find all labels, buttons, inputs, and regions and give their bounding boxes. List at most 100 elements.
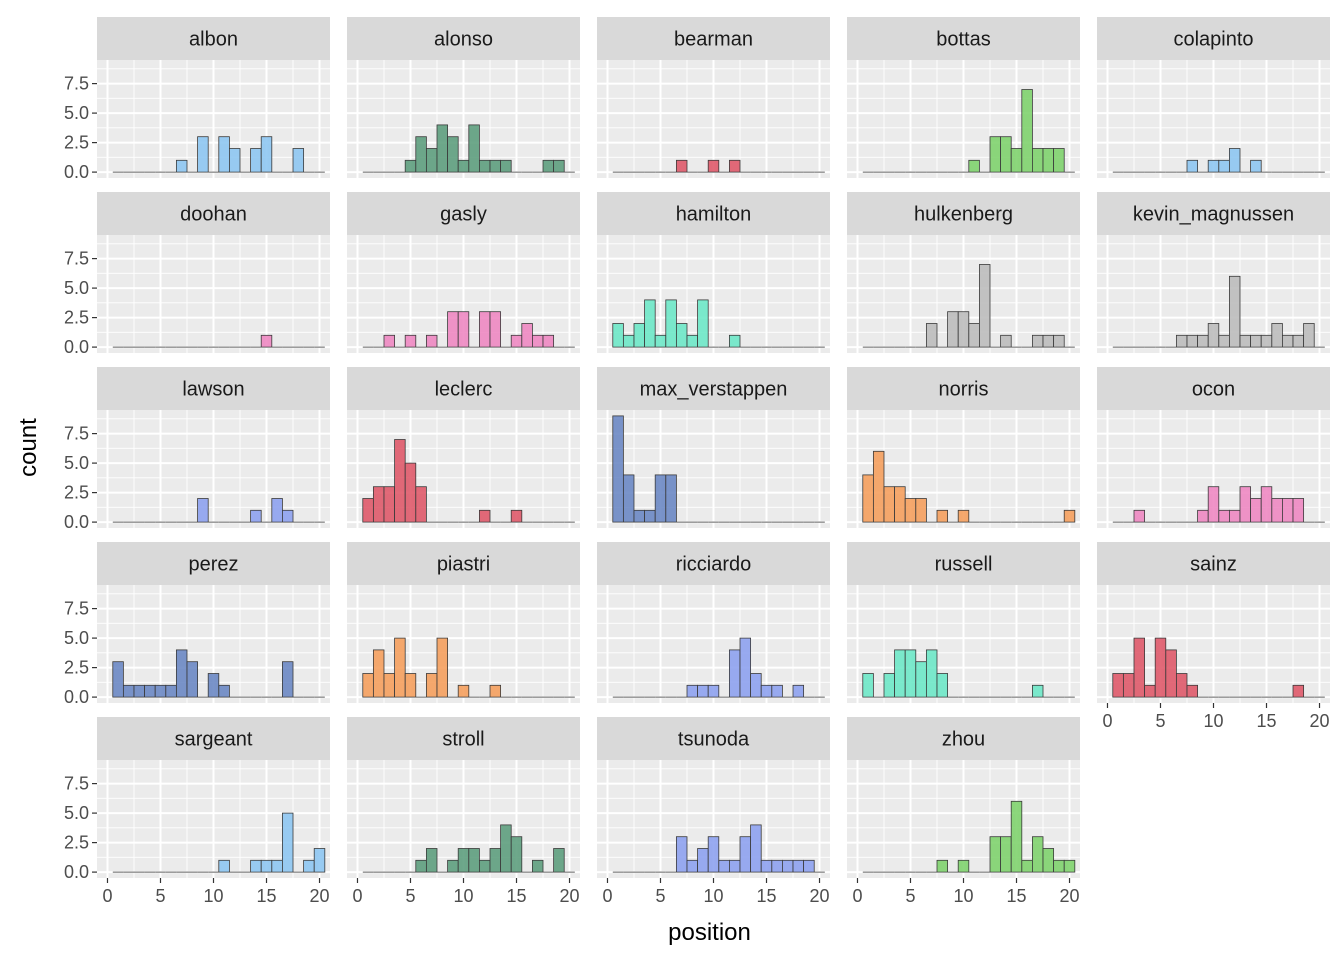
- histogram-bar: [1186, 684, 1198, 698]
- x-tick-label: 10: [703, 886, 723, 906]
- y-tick-label: 2.5: [64, 308, 89, 328]
- histogram-bar: [383, 334, 395, 348]
- strip-background: [847, 367, 1080, 410]
- histogram-bar: [622, 334, 635, 348]
- panel-hulkenberg: hulkenberg: [847, 192, 1080, 353]
- strip-label: ocon: [1192, 379, 1235, 401]
- panel-colapinto: colapinto: [1097, 17, 1330, 178]
- x-tick-label: 20: [559, 886, 579, 906]
- strip-label: zhou: [942, 729, 985, 751]
- histogram-bar: [1000, 136, 1012, 173]
- histogram-bar: [415, 136, 427, 173]
- histogram-bar: [947, 311, 959, 348]
- histogram-bar: [760, 684, 773, 698]
- panel-hamilton: hamilton: [597, 192, 830, 353]
- histogram-bar: [479, 859, 491, 873]
- histogram-bar: [1292, 498, 1305, 523]
- x-tick-label: 5: [155, 886, 165, 906]
- histogram-bar: [1063, 859, 1076, 873]
- strip-background: [347, 192, 580, 235]
- histogram-bar: [1133, 509, 1145, 523]
- panel-piastri: piastri: [347, 542, 580, 703]
- strip-label: bearman: [674, 29, 753, 51]
- strip-background: [1097, 192, 1330, 235]
- histogram-bar: [362, 498, 374, 523]
- histogram-bar: [457, 311, 470, 348]
- histogram-bar: [1229, 275, 1241, 348]
- histogram-bar: [622, 474, 635, 523]
- y-tick-label: 0.0: [64, 337, 89, 357]
- strip-label: max_verstappen: [640, 379, 788, 401]
- x-tick-label: 5: [405, 886, 415, 906]
- strip-label: leclerc: [435, 379, 493, 401]
- histogram-bar: [750, 824, 762, 873]
- histogram-bar: [665, 299, 677, 348]
- histogram-bar: [1042, 848, 1055, 873]
- histogram-bar: [1042, 148, 1055, 173]
- histogram-bar: [175, 649, 188, 698]
- strip-background: [597, 542, 830, 585]
- histogram-bar: [372, 486, 385, 523]
- histogram-bar: [644, 509, 656, 523]
- histogram-bar: [697, 684, 709, 698]
- histogram-bar: [750, 673, 762, 698]
- histogram-bar: [957, 311, 970, 348]
- strip-label: stroll: [442, 729, 484, 751]
- x-tick-label: 10: [203, 886, 223, 906]
- histogram-bar: [1010, 800, 1023, 873]
- histogram-bar: [271, 498, 283, 523]
- x-tick-label: 0: [352, 886, 362, 906]
- histogram-bar: [1175, 334, 1188, 348]
- x-tick-label: 0: [602, 886, 612, 906]
- histogram-bar: [500, 159, 512, 173]
- histogram-bar: [1218, 334, 1230, 348]
- histogram-bar: [936, 859, 948, 873]
- histogram-bar: [415, 859, 427, 873]
- histogram-bar: [457, 684, 470, 698]
- histogram-bar: [739, 637, 752, 698]
- histogram-bar: [675, 323, 688, 348]
- x-tick-label: 15: [1256, 711, 1276, 731]
- panel-perez: perez 0.0 2.5 5.0 7.5: [64, 542, 330, 707]
- histogram-bar: [1197, 509, 1209, 523]
- histogram-bar: [883, 673, 895, 698]
- y-tick-label: 0.0: [64, 862, 89, 882]
- histogram-bar: [250, 859, 262, 873]
- histogram-bar: [1122, 673, 1135, 698]
- histogram-bar: [282, 509, 294, 523]
- histogram-bar: [362, 673, 374, 698]
- histogram-bar: [729, 649, 741, 698]
- strip-background: [597, 717, 830, 760]
- histogram-bar: [1207, 159, 1220, 173]
- histogram-bar: [372, 649, 385, 698]
- strip-background: [847, 17, 1080, 60]
- strip-background: [1097, 367, 1330, 410]
- histogram-bar: [133, 684, 145, 698]
- histogram-bar: [1260, 334, 1273, 348]
- histogram-bar: [425, 148, 438, 173]
- strip-background: [347, 542, 580, 585]
- histogram-bar: [229, 148, 241, 173]
- panel-norris: norris: [847, 367, 1080, 528]
- x-tick-label: 10: [953, 886, 973, 906]
- histogram-bar: [654, 474, 667, 523]
- x-tick-label: 15: [256, 886, 276, 906]
- histogram-bar: [1186, 159, 1198, 173]
- strip-label: hamilton: [676, 204, 752, 226]
- panel-doohan: doohan 0.0 2.5 5.0 7.5: [64, 192, 330, 357]
- histogram-bar: [697, 848, 709, 873]
- histogram-bar: [760, 859, 773, 873]
- histogram-bar: [250, 148, 262, 173]
- panel-tsunoda: tsunoda 0 5 10 15 20: [597, 717, 830, 906]
- histogram-bar: [1053, 334, 1065, 348]
- strip-label: perez: [188, 554, 238, 576]
- histogram-bar: [729, 859, 741, 873]
- histogram-bar: [1292, 684, 1305, 698]
- histogram-bar: [489, 848, 502, 873]
- histogram-bar: [915, 498, 927, 523]
- histogram-bar: [479, 159, 491, 173]
- histogram-bar: [542, 159, 555, 173]
- histogram-bar: [122, 684, 135, 698]
- histogram-bar: [771, 684, 783, 698]
- histogram-bar: [1063, 509, 1076, 523]
